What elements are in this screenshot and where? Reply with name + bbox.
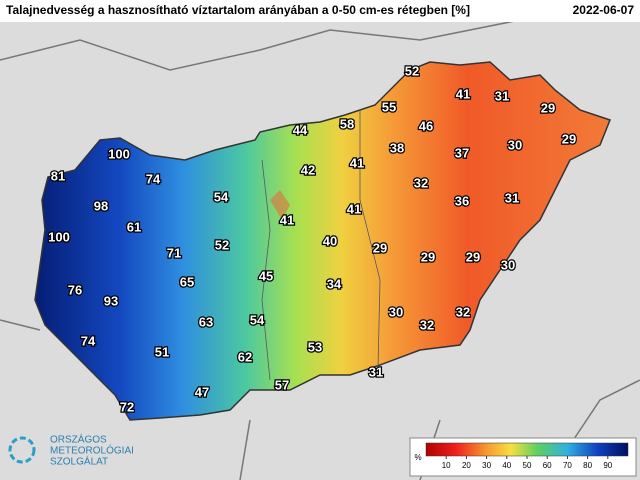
legend-unit: %: [414, 453, 421, 462]
station-value: 31: [369, 364, 383, 379]
station-value: 30: [508, 137, 522, 152]
station-value: 54: [214, 189, 229, 204]
station-value: 32: [456, 304, 470, 319]
station-value: 45: [259, 268, 273, 283]
legend-tick-label: 20: [462, 461, 471, 470]
legend-tick-label: 90: [603, 461, 612, 470]
station-value: 30: [389, 304, 403, 319]
station-value: 41: [280, 212, 294, 227]
station-value: 41: [347, 201, 361, 216]
station-value: 74: [146, 171, 161, 186]
station-value: 29: [541, 100, 555, 115]
legend-tick-label: 60: [543, 461, 552, 470]
station-value: 100: [48, 229, 70, 244]
station-value: 61: [127, 219, 141, 234]
logo: ORSZÁGOS METEOROLÓGIAI SZOLGÁLAT: [8, 433, 134, 468]
station-value: 58: [340, 116, 354, 131]
station-value: 54: [250, 312, 265, 327]
station-value: 36: [455, 193, 469, 208]
station-value: 41: [350, 155, 364, 170]
logo-line: METEOROLÓGIAI: [50, 444, 134, 457]
station-value: 31: [495, 88, 509, 103]
station-value: 81: [51, 168, 65, 183]
station-value: 71: [167, 245, 181, 260]
station-value: 32: [414, 175, 428, 190]
station-value: 98: [94, 198, 108, 213]
station-value: 44: [293, 122, 308, 137]
hungary: [34, 61, 611, 421]
station-value: 53: [308, 339, 322, 354]
legend-tick-label: 10: [442, 461, 451, 470]
station-value: 30: [501, 257, 515, 272]
station-value: 47: [195, 384, 209, 399]
header-bar: [0, 0, 640, 22]
station-value: 38: [390, 140, 404, 155]
station-value: 32: [420, 317, 434, 332]
station-value: 40: [323, 233, 337, 248]
rivers: [261, 110, 381, 381]
legend-tick-label: 50: [523, 461, 532, 470]
borders: [0, 9, 640, 480]
station-value: 46: [419, 118, 433, 133]
station-value: 29: [421, 249, 435, 264]
station-value: 42: [301, 162, 315, 177]
station-value: 55: [382, 99, 396, 114]
station-value: 34: [327, 276, 342, 291]
station-value: 29: [373, 240, 387, 255]
station-value: 29: [562, 131, 576, 146]
station-value: 100: [108, 146, 130, 161]
station-value: 52: [215, 237, 229, 252]
station-value: 72: [120, 399, 134, 414]
date: 2022-06-07: [573, 3, 635, 17]
logo-line: SZOLGÁLAT: [50, 455, 108, 468]
logo-line: ORSZÁGOS: [50, 433, 107, 446]
legend-tick-label: 80: [583, 461, 592, 470]
station-value: 31: [505, 190, 519, 205]
station-value: 65: [180, 274, 194, 289]
legend-tick-label: 70: [563, 461, 572, 470]
station-value: 74: [81, 333, 96, 348]
station-value: 37: [455, 145, 469, 160]
legend-tick-label: 30: [482, 461, 491, 470]
station-value: 29: [466, 249, 480, 264]
station-value: 52: [405, 63, 419, 78]
station-value: 93: [104, 293, 118, 308]
legend-tick-label: 40: [502, 461, 511, 470]
station-value: 57: [275, 377, 289, 392]
station-value: 63: [199, 314, 213, 329]
budapest: [270, 190, 290, 220]
station-value: 51: [155, 344, 169, 359]
station-value: 76: [68, 282, 82, 297]
colorbar: [425, 442, 629, 457]
station-value: 62: [238, 349, 252, 364]
title: Talajnedvesség a hasznosítható víztartal…: [6, 3, 470, 17]
station-value: 41: [456, 86, 470, 101]
